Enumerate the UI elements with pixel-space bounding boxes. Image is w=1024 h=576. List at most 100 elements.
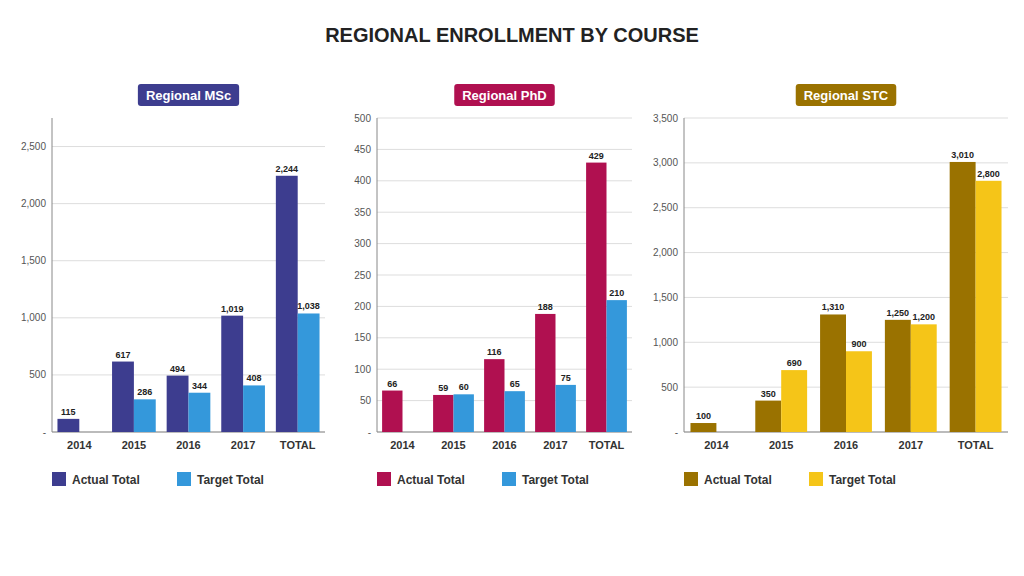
data-label: 286 [137, 387, 152, 397]
grid-line [377, 118, 632, 119]
data-label: 344 [192, 381, 207, 391]
legend-swatch [502, 472, 516, 486]
legend-label: Target Total [522, 473, 589, 487]
data-label: 59 [438, 383, 448, 393]
bar [820, 314, 846, 432]
legend-label: Actual Total [397, 473, 465, 487]
subtitle: Regional MSc [146, 88, 231, 103]
subtitle-badge [796, 84, 897, 106]
y-tick-label: 3,500 [653, 113, 678, 124]
bar [535, 314, 555, 432]
bar [382, 391, 402, 432]
x-tick-label: 2016 [834, 439, 858, 451]
data-label: 75 [561, 373, 571, 383]
x-tick-label: TOTAL [589, 439, 625, 451]
bar [243, 385, 265, 432]
legend-label: Actual Total [72, 473, 140, 487]
y-tick-label: 500 [29, 369, 46, 380]
bar [79, 432, 101, 433]
panel: Regional PhD-501001502002503003504004505… [354, 84, 632, 487]
data-label: 3,010 [951, 150, 974, 160]
x-tick-label: 2017 [231, 439, 255, 451]
bar [454, 394, 474, 432]
data-labels: 1003501,3101,2503,0106909001,2002,800 [696, 150, 1000, 421]
subtitle: Regional PhD [462, 88, 547, 103]
y-tick-label: 50 [360, 395, 372, 406]
data-labels: 6659116188429606575210 [387, 151, 624, 393]
x-tick-label: 2015 [122, 439, 146, 451]
legend-swatch [684, 472, 698, 486]
legend-label: Target Total [197, 473, 264, 487]
bar [298, 313, 320, 432]
data-label: 690 [787, 358, 802, 368]
bar [607, 300, 627, 432]
y-tick-label: 2,500 [21, 141, 46, 152]
x-tick-label: 2015 [769, 439, 793, 451]
y-tick-label: 200 [354, 301, 371, 312]
y-tick-label: 300 [354, 238, 371, 249]
data-label: 2,244 [276, 164, 299, 174]
data-label: 1,200 [912, 312, 935, 322]
y-tick-label: 150 [354, 332, 371, 343]
data-label: 210 [609, 288, 624, 298]
bars [690, 162, 1001, 432]
data-label: 188 [538, 302, 553, 312]
subtitle-badge [138, 84, 239, 106]
bar [433, 395, 453, 432]
bar [221, 316, 243, 432]
data-label: 115 [61, 407, 76, 417]
y-tick-label: 1,000 [21, 312, 46, 323]
x-tick-label: 2015 [441, 439, 465, 451]
data-label: 900 [851, 339, 866, 349]
panel: Regional MSc-5001,0001,5002,0002,5001156… [21, 84, 325, 487]
y-axis-line [377, 118, 378, 432]
y-tick-label: 450 [354, 144, 371, 155]
subtitle-badge [454, 84, 555, 106]
chart-title: REGIONAL ENROLLMENT BY COURSE [325, 24, 699, 46]
x-tick-label: 2016 [176, 439, 200, 451]
x-tick-label: 2017 [899, 439, 923, 451]
data-label: 1,038 [297, 301, 320, 311]
legend: Actual Total Target Total [377, 472, 589, 487]
y-tick-label: 500 [661, 382, 678, 393]
bar [755, 401, 781, 432]
data-label: 66 [387, 379, 397, 389]
legend: Actual TotalTarget Total [684, 472, 896, 487]
page: {"chart_data": [ {"type": "bar", "title"… [0, 0, 1024, 576]
legend: Actual Total Target Total [52, 472, 264, 487]
data-label: 1,019 [221, 304, 244, 314]
bar [950, 162, 976, 432]
bar [716, 432, 742, 433]
y-axis: -50100150200250300350400450500 [354, 113, 632, 438]
data-label: 429 [589, 151, 604, 161]
panel: Regional STC-5001,0001,5002,0002,5003,00… [653, 84, 1008, 487]
y-tick-label: 100 [354, 364, 371, 375]
y-tick-label: 2,000 [653, 247, 678, 258]
bar [276, 176, 298, 432]
grid-line [52, 146, 325, 147]
bar [586, 163, 606, 432]
bar [911, 324, 937, 432]
y-tick-label: 2,500 [653, 202, 678, 213]
data-label: 65 [510, 379, 520, 389]
x-tick-label: TOTAL [280, 439, 316, 451]
bar [781, 370, 807, 432]
data-label: 1,310 [822, 302, 845, 312]
bar [189, 393, 211, 432]
bar [484, 359, 504, 432]
y-tick-label: 3,000 [653, 157, 678, 168]
bar [505, 391, 525, 432]
y-tick-label: 1,500 [21, 255, 46, 266]
bar [112, 362, 134, 432]
y-axis-line [52, 118, 53, 432]
x-tick-label: TOTAL [958, 439, 994, 451]
y-axis: -5001,0001,5002,0002,5003,0003,500 [653, 113, 1008, 438]
bar [846, 351, 872, 432]
grid-line [684, 118, 1008, 119]
y-tick-label: 250 [354, 270, 371, 281]
y-tick-label: 2,000 [21, 198, 46, 209]
x-tick-label: 2017 [543, 439, 567, 451]
y-tick-label: 400 [354, 175, 371, 186]
y-tick-label: - [675, 427, 678, 438]
data-labels: 1156174941,0192,2442863444081,038 [61, 164, 320, 417]
